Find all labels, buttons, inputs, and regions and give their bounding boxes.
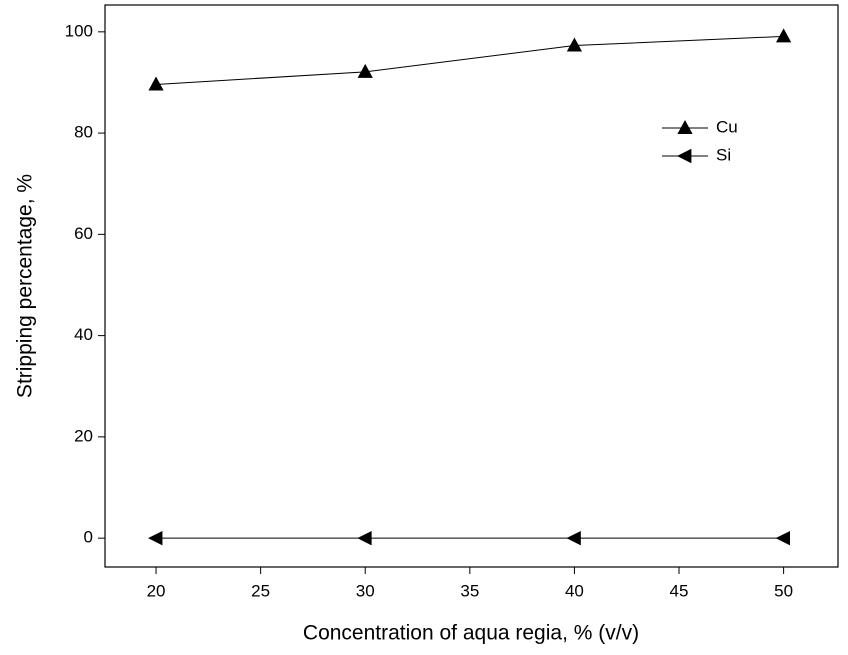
- marker: [566, 530, 581, 546]
- y-tick-label: 40: [74, 325, 93, 344]
- y-axis-title: Stripping percentage, %: [14, 174, 37, 398]
- marker: [677, 148, 692, 164]
- marker: [775, 530, 791, 546]
- legend-label: Si: [716, 145, 731, 164]
- x-tick-label: 35: [460, 581, 479, 600]
- plot-frame: [104, 4, 839, 568]
- x-tick-label: 20: [147, 581, 166, 600]
- y-tick-label: 60: [74, 224, 93, 243]
- x-tick-label: 25: [251, 581, 270, 600]
- y-tick-label: 100: [65, 21, 93, 40]
- x-tick-label: 45: [670, 581, 689, 600]
- x-tick-label: 50: [774, 581, 793, 600]
- marker: [357, 530, 372, 546]
- x-axis-title: Concentration of aqua regia, % (v/v): [303, 622, 639, 645]
- x-tick-label: 30: [356, 581, 375, 600]
- y-tick-label: 0: [84, 528, 93, 547]
- series-line: [156, 35, 784, 85]
- marker: [776, 28, 792, 43]
- marker: [148, 530, 163, 546]
- marker: [148, 76, 164, 91]
- marker: [357, 63, 373, 78]
- marker: [566, 37, 583, 52]
- y-tick-label: 80: [74, 123, 93, 142]
- marker: [677, 120, 693, 134]
- legend-label: Cu: [716, 117, 738, 136]
- x-tick-label: 40: [565, 581, 584, 600]
- y-tick-label: 20: [74, 426, 93, 445]
